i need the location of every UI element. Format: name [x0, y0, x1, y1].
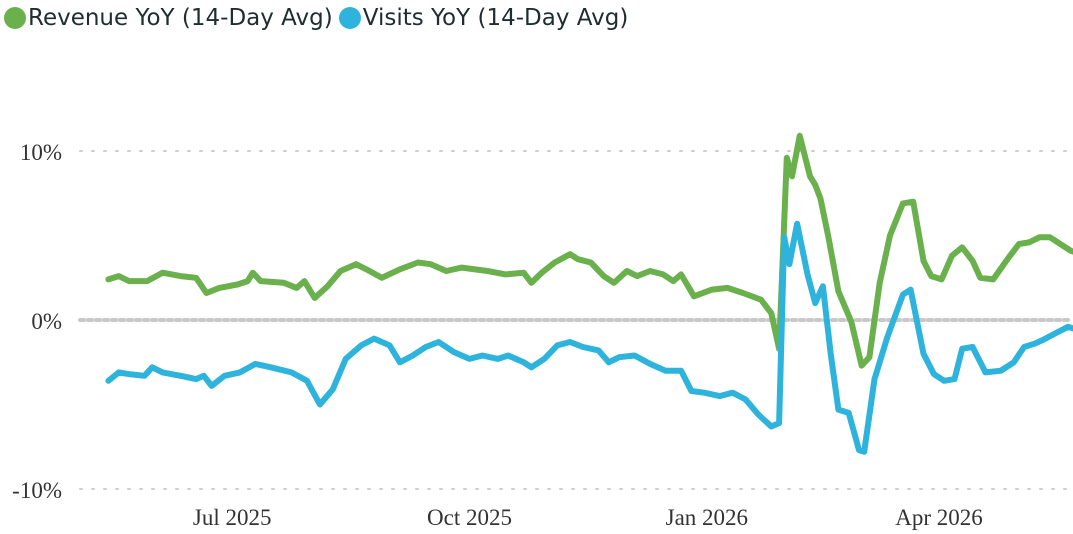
y-tick-label: 10%: [20, 140, 62, 165]
legend: Revenue YoY (14-Day Avg) Visits YoY (14-…: [4, 2, 634, 34]
revenue-series-line: [105, 132, 1073, 369]
legend-label-revenue: Revenue YoY (14-Day Avg): [28, 5, 333, 31]
x-tick-label: Jul 2025: [193, 505, 272, 530]
y-tick-label: -10%: [12, 478, 62, 503]
legend-swatch-revenue: [4, 7, 26, 29]
y-tick-label: 0%: [31, 309, 62, 334]
x-tick-label: Apr 2026: [895, 505, 983, 530]
legend-swatch-visits: [338, 7, 361, 29]
legend-label-visits: Visits YoY (14-Day Avg): [362, 5, 629, 31]
x-tick-label: Jan 2026: [666, 505, 748, 530]
legend-item-revenue[interactable]: Revenue YoY (14-Day Avg): [4, 5, 333, 31]
visits-series-line: [105, 220, 1073, 455]
legend-item-visits[interactable]: Visits YoY (14-Day Avg): [338, 5, 629, 31]
x-tick-label: Oct 2025: [427, 505, 512, 530]
